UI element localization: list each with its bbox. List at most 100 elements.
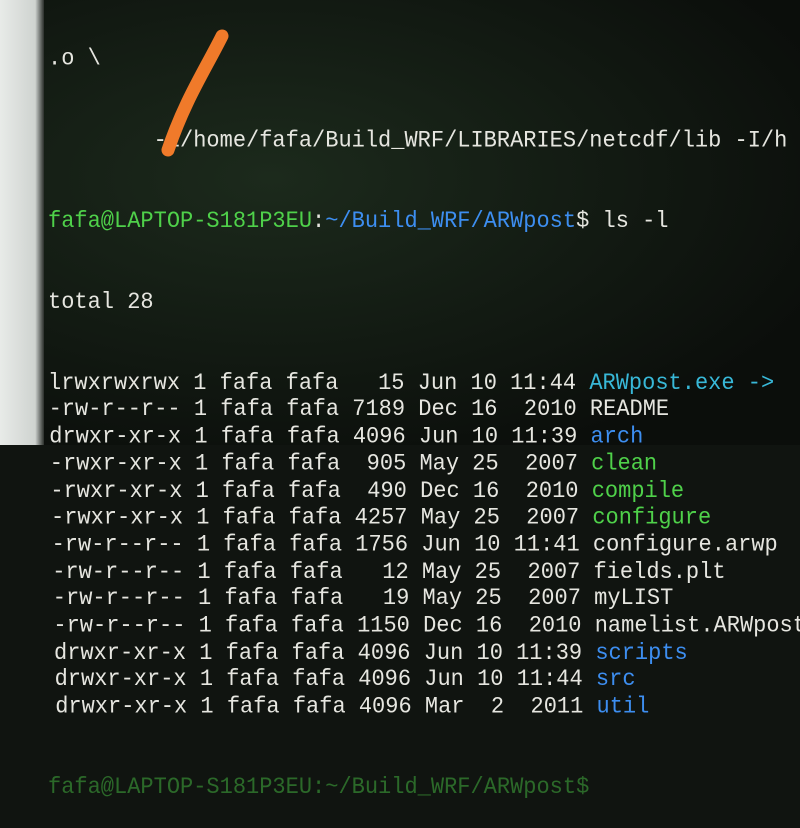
- file-perms: drwxr-xr-x: [54, 666, 187, 693]
- file-size: 490: [354, 477, 407, 504]
- file-group: fafa: [288, 504, 342, 531]
- prompt-line: fafa@LAPTOP-S181P3EU:~/Build_WRF/ARWpost…: [48, 208, 800, 235]
- file-group: fafa: [287, 450, 341, 477]
- file-links: 1: [195, 450, 209, 477]
- file-size: 1150: [357, 612, 410, 639]
- file-date: Dec 16 2010: [423, 612, 582, 639]
- monitor-bezel: [0, 0, 44, 445]
- file-name[interactable]: arch: [590, 423, 644, 450]
- file-links: 1: [197, 558, 211, 585]
- file-row: -rwxr-xr-x 1 fafa fafa 490 Dec 16 2010 c…: [48, 478, 800, 505]
- file-name[interactable]: fields.plt: [593, 558, 726, 585]
- file-group: fafa: [291, 612, 344, 639]
- file-links: 1: [198, 612, 212, 639]
- command: ls -l: [589, 207, 669, 235]
- file-links: 1: [194, 423, 208, 450]
- file-owner: fafa: [222, 477, 275, 504]
- file-name[interactable]: configure.arwp: [592, 531, 778, 558]
- file-size: 4096: [358, 693, 412, 720]
- file-name[interactable]: configure: [592, 504, 712, 531]
- file-date: Jun 10 11:39: [418, 423, 578, 450]
- file-name[interactable]: clean: [591, 450, 658, 477]
- file-name[interactable]: src: [595, 666, 636, 693]
- file-size: 1756: [355, 531, 409, 558]
- file-name[interactable]: scripts: [595, 639, 688, 666]
- file-date: Jun 10 11:44: [417, 369, 577, 397]
- file-name[interactable]: myLIST: [594, 585, 674, 612]
- file-date: Jun 10 11:39: [423, 639, 583, 666]
- compile-continuation: -L/home/fafa/Build_WRF/LIBRARIES/netcdf/…: [48, 126, 788, 154]
- file-perms: lrwxrwxrwx: [48, 369, 181, 397]
- file-owner: fafa: [225, 639, 279, 666]
- prompt-symbol: $: [576, 207, 590, 235]
- file-owner: fafa: [221, 450, 275, 477]
- file-size: 19: [356, 585, 410, 612]
- file-owner: fafa: [224, 585, 278, 612]
- file-owner: fafa: [222, 504, 276, 531]
- file-owner: fafa: [220, 396, 274, 423]
- file-links: 1: [198, 585, 212, 612]
- file-group: fafa: [289, 558, 343, 585]
- prompt-separator: :: [312, 207, 326, 235]
- file-row: drwxr-xr-x 1 fafa fafa 4096 Jun 10 11:39…: [48, 639, 800, 666]
- file-size: 7189: [352, 396, 406, 423]
- file-date: Dec 16 2010: [418, 396, 577, 423]
- file-perms: -rwxr-xr-x: [50, 477, 183, 504]
- file-perms: -rw-r--r--: [51, 531, 184, 558]
- file-group: fafa: [285, 369, 339, 397]
- bottom-prompt-partial: fafa@LAPTOP-S181P3EU:~/Build_WRF/ARWpost…: [48, 774, 590, 801]
- file-row: -rw-r--r-- 1 fafa fafa 19 May 25 2007 my…: [48, 586, 800, 613]
- file-date: Mar 2 2011: [424, 693, 584, 720]
- file-group: fafa: [286, 396, 340, 423]
- file-owner: fafa: [223, 558, 277, 585]
- file-links: 1: [196, 504, 210, 531]
- file-date: May 25 2007: [419, 450, 578, 477]
- file-date: May 25 2007: [421, 558, 581, 585]
- file-date: Jun 10 11:44: [424, 666, 583, 693]
- file-owner: fafa: [225, 612, 278, 639]
- file-size: 4096: [358, 666, 412, 693]
- file-row: -rw-r--r-- 1 fafa fafa 1756 Jun 10 11:41…: [48, 532, 800, 559]
- file-name[interactable]: util: [596, 693, 650, 720]
- file-owner: fafa: [226, 693, 280, 720]
- file-size: 12: [355, 558, 409, 585]
- terminal-output[interactable]: .o \ -L/home/fafa/Build_WRF/LIBRARIES/ne…: [48, 0, 800, 828]
- prompt-user-host: fafa@LAPTOP-S181P3EU: [48, 207, 313, 235]
- file-links: 1: [195, 477, 209, 504]
- total-line: total 28: [48, 288, 154, 316]
- file-perms: -rw-r--r--: [53, 612, 186, 639]
- file-row: -rw-r--r-- 1 fafa fafa 1150 Dec 16 2010 …: [48, 613, 800, 640]
- file-size: 4096: [352, 423, 406, 450]
- file-links: 1: [199, 666, 214, 693]
- file-group: fafa: [288, 477, 341, 504]
- file-row: -rwxr-xr-x 1 fafa fafa 905 May 25 2007 c…: [48, 451, 800, 478]
- file-row: -rw-r--r-- 1 fafa fafa 12 May 25 2007 fi…: [48, 559, 800, 586]
- file-group: fafa: [292, 666, 346, 693]
- file-group: fafa: [290, 585, 344, 612]
- file-group: fafa: [289, 531, 343, 558]
- file-date: May 25 2007: [420, 504, 580, 531]
- file-size: 4257: [354, 504, 408, 531]
- file-size: 905: [353, 450, 407, 477]
- file-group: fafa: [292, 693, 346, 720]
- file-links: 1: [193, 396, 208, 423]
- file-name[interactable]: namelist.ARWpost: [594, 612, 800, 639]
- file-links: 1: [199, 639, 213, 666]
- file-owner: fafa: [220, 423, 274, 450]
- top-fragment: .o \: [48, 45, 101, 73]
- file-perms: -rwxr-xr-x: [51, 504, 184, 531]
- file-owner: fafa: [219, 369, 273, 397]
- file-row: drwxr-xr-x 1 fafa fafa 4096 Jun 10 11:39…: [48, 424, 800, 451]
- file-links: 1: [200, 693, 214, 720]
- file-size: 15: [351, 369, 405, 397]
- file-links: 1: [193, 369, 207, 397]
- file-name[interactable]: README: [589, 396, 670, 423]
- file-date: Dec 16 2010: [420, 477, 579, 504]
- file-perms: -rw-r--r--: [48, 396, 181, 423]
- file-row: -rwxr-xr-x 1 fafa fafa 4257 May 25 2007 …: [48, 505, 800, 532]
- file-name[interactable]: compile: [591, 477, 685, 504]
- file-owner: fafa: [226, 666, 280, 693]
- file-perms: -rwxr-xr-x: [49, 450, 182, 477]
- file-owner: fafa: [223, 531, 277, 558]
- file-name[interactable]: ARWpost.exe ->: [589, 369, 775, 397]
